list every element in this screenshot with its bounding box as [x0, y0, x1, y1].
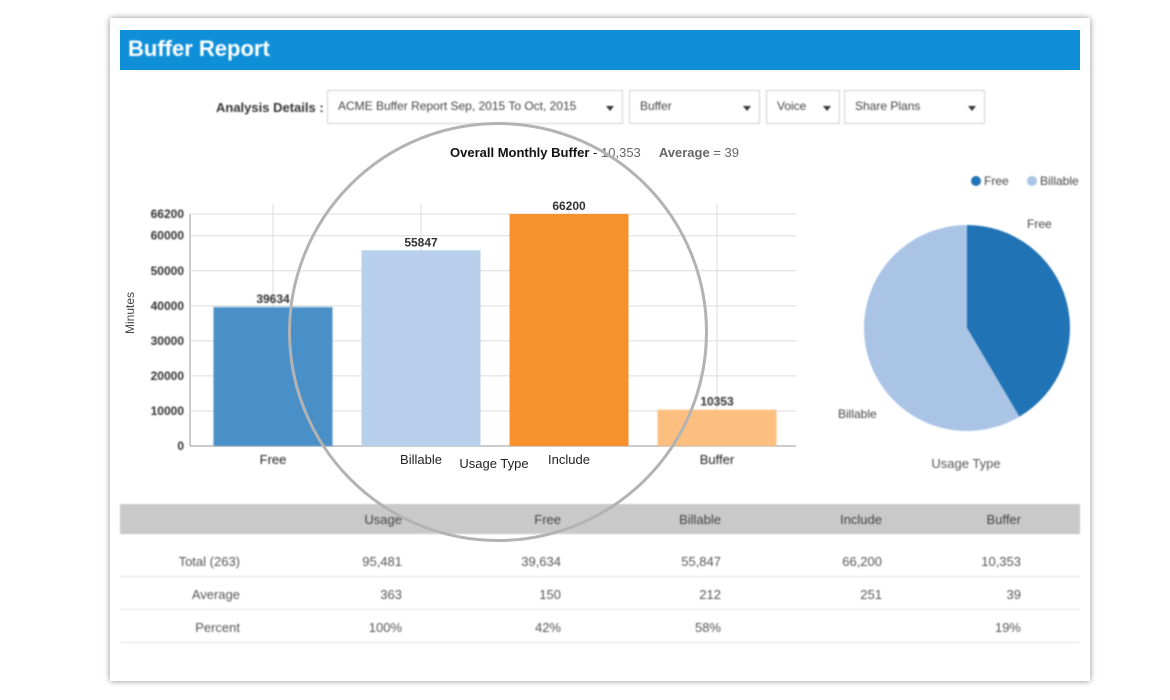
- bar-x-tick-label: Free: [260, 452, 287, 467]
- table-cell: 251: [860, 587, 882, 602]
- table-cell: 10,353: [981, 554, 1021, 569]
- table-row: Percent 100% 42% 58% 19%: [120, 610, 1080, 643]
- bar-y-tick-label: 40000: [151, 299, 185, 313]
- overall-sep: -: [593, 145, 598, 160]
- table-cell: Average: [191, 587, 240, 602]
- table-cell: Total (263): [178, 554, 240, 569]
- bar-x-tick-label: Buffer: [700, 452, 735, 467]
- chevron-down-icon: [823, 106, 831, 111]
- table-cell: 95,481: [362, 554, 402, 569]
- bar-free[interactable]: [213, 307, 333, 446]
- filters-label: Analysis Details :: [216, 100, 324, 115]
- legend-label-billable: Billable: [1040, 174, 1079, 188]
- bar-y-tick-label: 10000: [151, 404, 185, 418]
- bar-chart: 0 10000 20000 30000 40000 50000 60000 66200 396…: [123, 199, 796, 471]
- bar-data-label: 55847: [404, 235, 438, 249]
- pie-x-axis-label: Usage Type: [931, 456, 1000, 471]
- bar-include[interactable]: [509, 214, 629, 446]
- chevron-down-icon: [606, 106, 614, 111]
- type-select[interactable]: Buffer: [629, 90, 760, 124]
- bar-y-ticks: 0 10000 20000 30000 40000 50000 60000 66200: [151, 207, 185, 453]
- table-header-cell: Usage: [364, 512, 402, 527]
- report-select[interactable]: ACME Buffer Report Sep, 2015 To Oct, 201…: [327, 90, 623, 124]
- chevron-down-icon: [743, 106, 751, 111]
- bar-billable[interactable]: [361, 250, 481, 446]
- table-header: Usage Free Billable Include Buffer: [120, 504, 1080, 534]
- report-select-value: ACME Buffer Report Sep, 2015 To Oct, 201…: [338, 99, 577, 113]
- report-card: Buffer Report Analysis Details : ACME Bu…: [110, 18, 1090, 681]
- pie-chart: Free Billable Free Billable Usage Type: [838, 174, 1079, 471]
- average-label: Average: [658, 145, 710, 160]
- table-cell: 55,847: [681, 554, 721, 569]
- table-header-cell: Billable: [679, 512, 721, 527]
- table-header-cell: Include: [840, 512, 882, 527]
- average-value: 39: [724, 145, 739, 160]
- bar-data-label: 10353: [700, 395, 734, 409]
- average-sep: =: [713, 145, 721, 160]
- table-cell: 58%: [694, 620, 721, 635]
- summary-line: Overall Monthly Buffer - 10,353 Average …: [450, 145, 739, 160]
- table-cell: 100%: [368, 620, 402, 635]
- overall-value: 10,353: [601, 145, 641, 160]
- bar-buffer[interactable]: [657, 409, 777, 446]
- table-cell: 150: [539, 587, 561, 602]
- table-cell: 39: [1006, 587, 1021, 602]
- plan-select[interactable]: Share Plans: [844, 90, 985, 124]
- table-cell: 19%: [994, 620, 1021, 635]
- overall-label: Overall Monthly Buffer: [450, 145, 590, 160]
- bar-x-axis-label: Usage Type: [459, 456, 528, 471]
- bar-y-tick-label: 30000: [151, 334, 185, 348]
- service-select[interactable]: Voice: [766, 90, 840, 124]
- legend-label-free: Free: [984, 174, 1009, 188]
- table-cell: Percent: [195, 620, 240, 635]
- pie-slice-free[interactable]: [967, 225, 1070, 417]
- plan-select-value: Share Plans: [855, 99, 921, 113]
- table-cell: 363: [380, 587, 402, 602]
- bar-x-tick-label: Include: [548, 452, 590, 467]
- summary-table: Usage Free Billable Include Buffer Total…: [120, 504, 1080, 643]
- pie-label-billable: Billable: [838, 407, 877, 421]
- table-row: Total (263) 95,481 39,634 55,847 66,200 …: [120, 544, 1080, 577]
- legend-swatch-free: [971, 176, 981, 186]
- pie-label-free: Free: [1027, 217, 1052, 231]
- service-select-value: Voice: [777, 99, 807, 113]
- table-cell: 212: [699, 587, 721, 602]
- table-row: Average 363 150 212 251 39: [120, 577, 1080, 610]
- pie-slice-billable[interactable]: [864, 225, 1020, 431]
- bar-y-tick-label: 50000: [151, 264, 185, 278]
- report-title: Buffer Report: [128, 36, 270, 61]
- table-header-cell: Free: [534, 512, 561, 527]
- pie-legend: Free Billable: [971, 174, 1079, 188]
- bar-y-tick-label: 0: [177, 439, 184, 453]
- pie-slices: [864, 225, 1070, 431]
- table-cell: 66,200: [842, 554, 882, 569]
- bar-data-label: 66200: [552, 199, 586, 213]
- chevron-down-icon: [968, 106, 976, 111]
- table-cell: 42%: [534, 620, 561, 635]
- type-select-value: Buffer: [640, 99, 672, 113]
- bar-x-ticks: Free Billable Include Buffer: [260, 452, 735, 467]
- legend-swatch-billable: [1027, 176, 1037, 186]
- table-cell: 39,634: [521, 554, 561, 569]
- bar-x-tick-label: Billable: [400, 452, 442, 467]
- bar-y-tick-label: 66200: [151, 207, 185, 221]
- bar-y-tick-label: 20000: [151, 369, 185, 383]
- table-header-cell: Buffer: [986, 512, 1021, 527]
- bar-data-label: 39634: [256, 292, 290, 306]
- bar-y-axis-label: Minutes: [123, 292, 137, 334]
- bar-y-tick-label: 60000: [151, 229, 185, 243]
- bar-series: 39634 55847 66200 10353: [213, 199, 777, 446]
- report-header-bar: Buffer Report: [120, 30, 1080, 70]
